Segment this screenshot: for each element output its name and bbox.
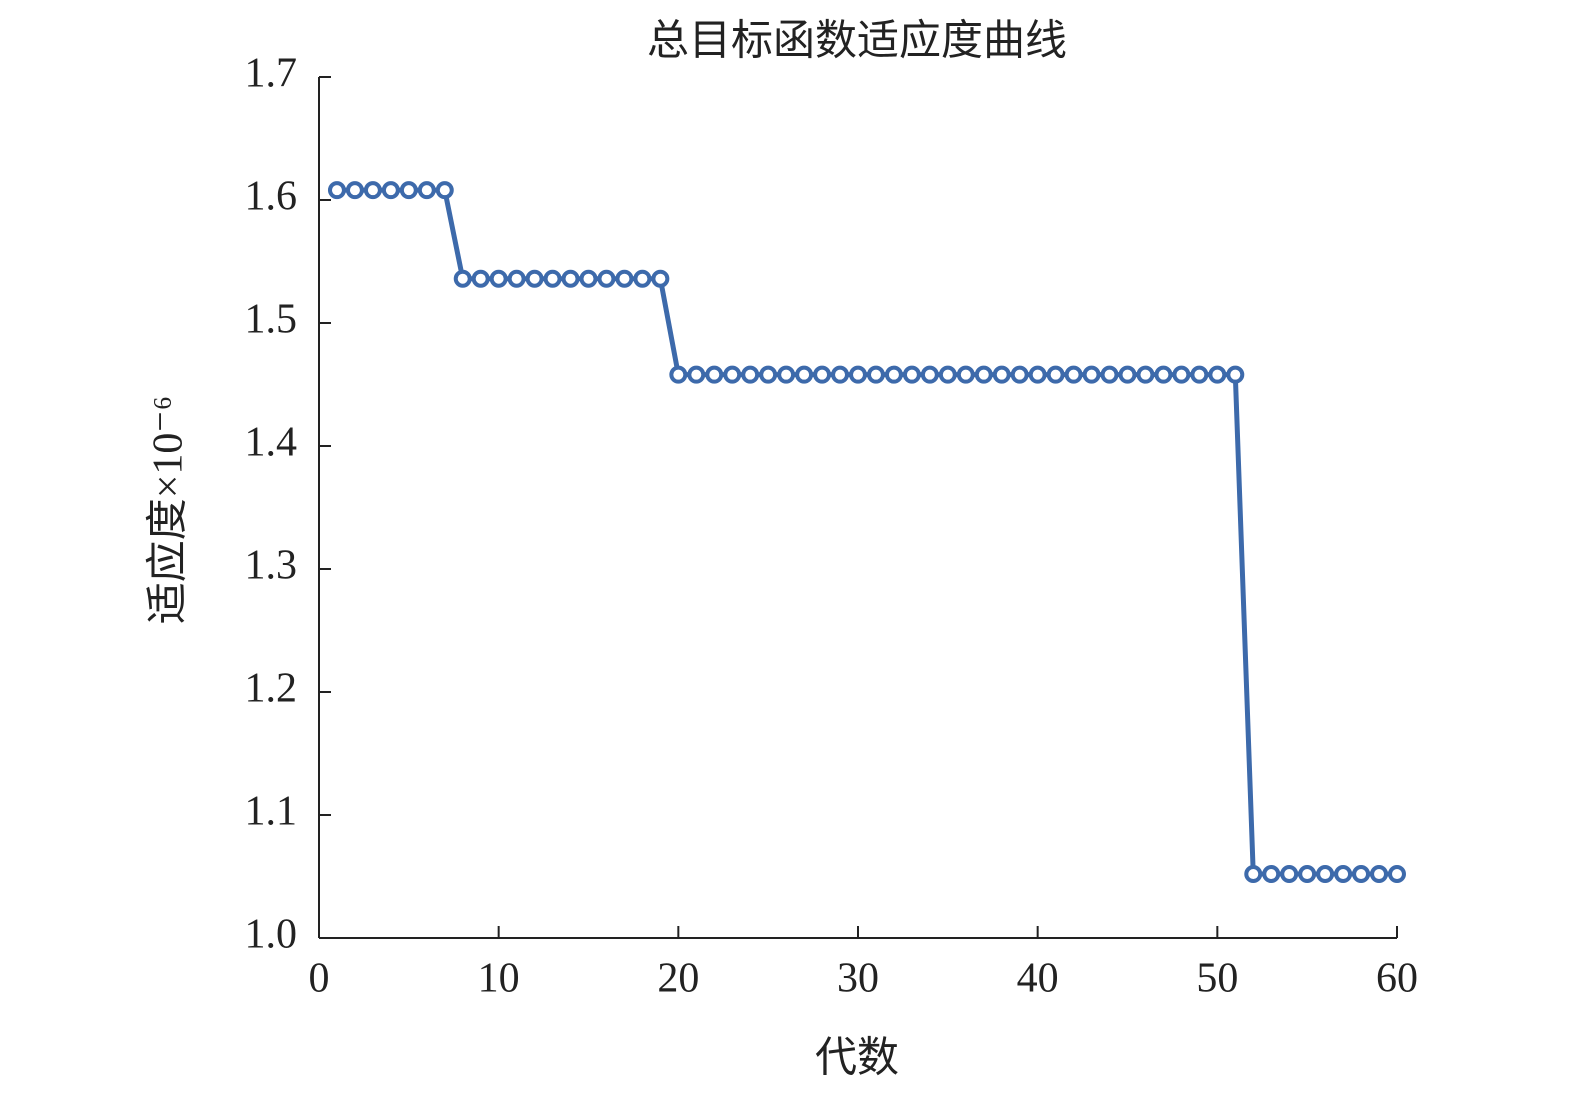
x-axis-label: 代数	[815, 1036, 899, 1082]
point-marker	[705, 365, 724, 384]
point-marker	[507, 269, 526, 288]
point-marker	[435, 181, 454, 200]
point-marker	[1190, 365, 1209, 384]
point-marker	[1028, 365, 1047, 384]
point-marker	[525, 269, 544, 288]
x-tick-label: 0	[309, 956, 330, 1002]
point-marker	[417, 181, 436, 200]
point-marker	[543, 269, 562, 288]
point-marker	[453, 269, 472, 288]
point-marker	[938, 365, 957, 384]
x-tick-label: 10	[478, 956, 520, 1002]
series-line	[336, 187, 1397, 877]
y-tick-label: 1.1	[245, 789, 298, 835]
point-marker	[471, 269, 490, 288]
point-marker	[363, 181, 382, 200]
point-marker	[327, 181, 346, 200]
y-axis-label: 适应度×10⁻⁶	[145, 396, 192, 625]
point-marker	[777, 365, 796, 384]
x-tick-label: 40	[1017, 956, 1059, 1002]
point-marker	[920, 365, 939, 384]
y-tick-label: 1.5	[245, 297, 298, 343]
y-tick-label: 1.3	[245, 543, 298, 589]
x-tick-label: 50	[1196, 956, 1238, 1002]
chart-title: 总目标函数适应度曲线	[647, 18, 1067, 65]
point-marker	[741, 365, 760, 384]
y-tick-label: 1.0	[245, 912, 298, 958]
point-marker	[1208, 365, 1227, 384]
point-marker	[1010, 365, 1029, 384]
point-marker	[1388, 865, 1406, 884]
point-marker	[723, 365, 742, 384]
point-marker	[1262, 865, 1281, 884]
point-marker	[795, 365, 814, 384]
point-marker	[1046, 365, 1065, 384]
point-marker	[669, 365, 688, 384]
point-marker	[1244, 865, 1263, 884]
point-marker	[849, 365, 867, 384]
point-marker	[1334, 865, 1353, 884]
point-marker	[831, 365, 850, 384]
point-marker	[1316, 865, 1335, 884]
y-tick-label: 1.7	[245, 51, 298, 97]
x-tick-label: 20	[657, 956, 699, 1002]
point-marker	[956, 365, 975, 384]
point-marker	[1172, 365, 1191, 384]
point-marker	[992, 365, 1011, 384]
point-marker	[687, 365, 706, 384]
point-marker	[633, 269, 652, 288]
y-tick-label: 1.2	[245, 666, 298, 712]
point-marker	[1082, 365, 1101, 384]
y-tick-label: 1.4	[245, 420, 298, 466]
point-marker	[615, 269, 634, 288]
point-marker	[1154, 365, 1173, 384]
point-marker	[489, 269, 508, 288]
point-marker	[1226, 365, 1245, 384]
point-marker	[1352, 865, 1371, 884]
point-marker	[1280, 865, 1299, 884]
point-marker	[399, 181, 418, 200]
point-marker	[579, 269, 598, 288]
x-tick-label: 30	[837, 956, 879, 1002]
point-marker	[1100, 365, 1119, 384]
point-marker	[651, 269, 670, 288]
point-marker	[813, 365, 832, 384]
point-marker	[1118, 365, 1137, 384]
point-marker	[1064, 365, 1083, 384]
point-marker	[1136, 365, 1155, 384]
point-marker	[884, 365, 903, 384]
point-marker	[759, 365, 778, 384]
point-marker	[381, 181, 400, 200]
point-marker	[866, 365, 885, 384]
point-marker	[597, 269, 616, 288]
point-marker	[1298, 865, 1317, 884]
point-marker	[1370, 865, 1389, 884]
y-tick-label: 1.6	[245, 174, 298, 220]
x-tick-label: 60	[1376, 956, 1418, 1002]
point-marker	[345, 181, 364, 200]
point-marker	[561, 269, 580, 288]
point-marker	[902, 365, 921, 384]
point-marker	[974, 365, 993, 384]
